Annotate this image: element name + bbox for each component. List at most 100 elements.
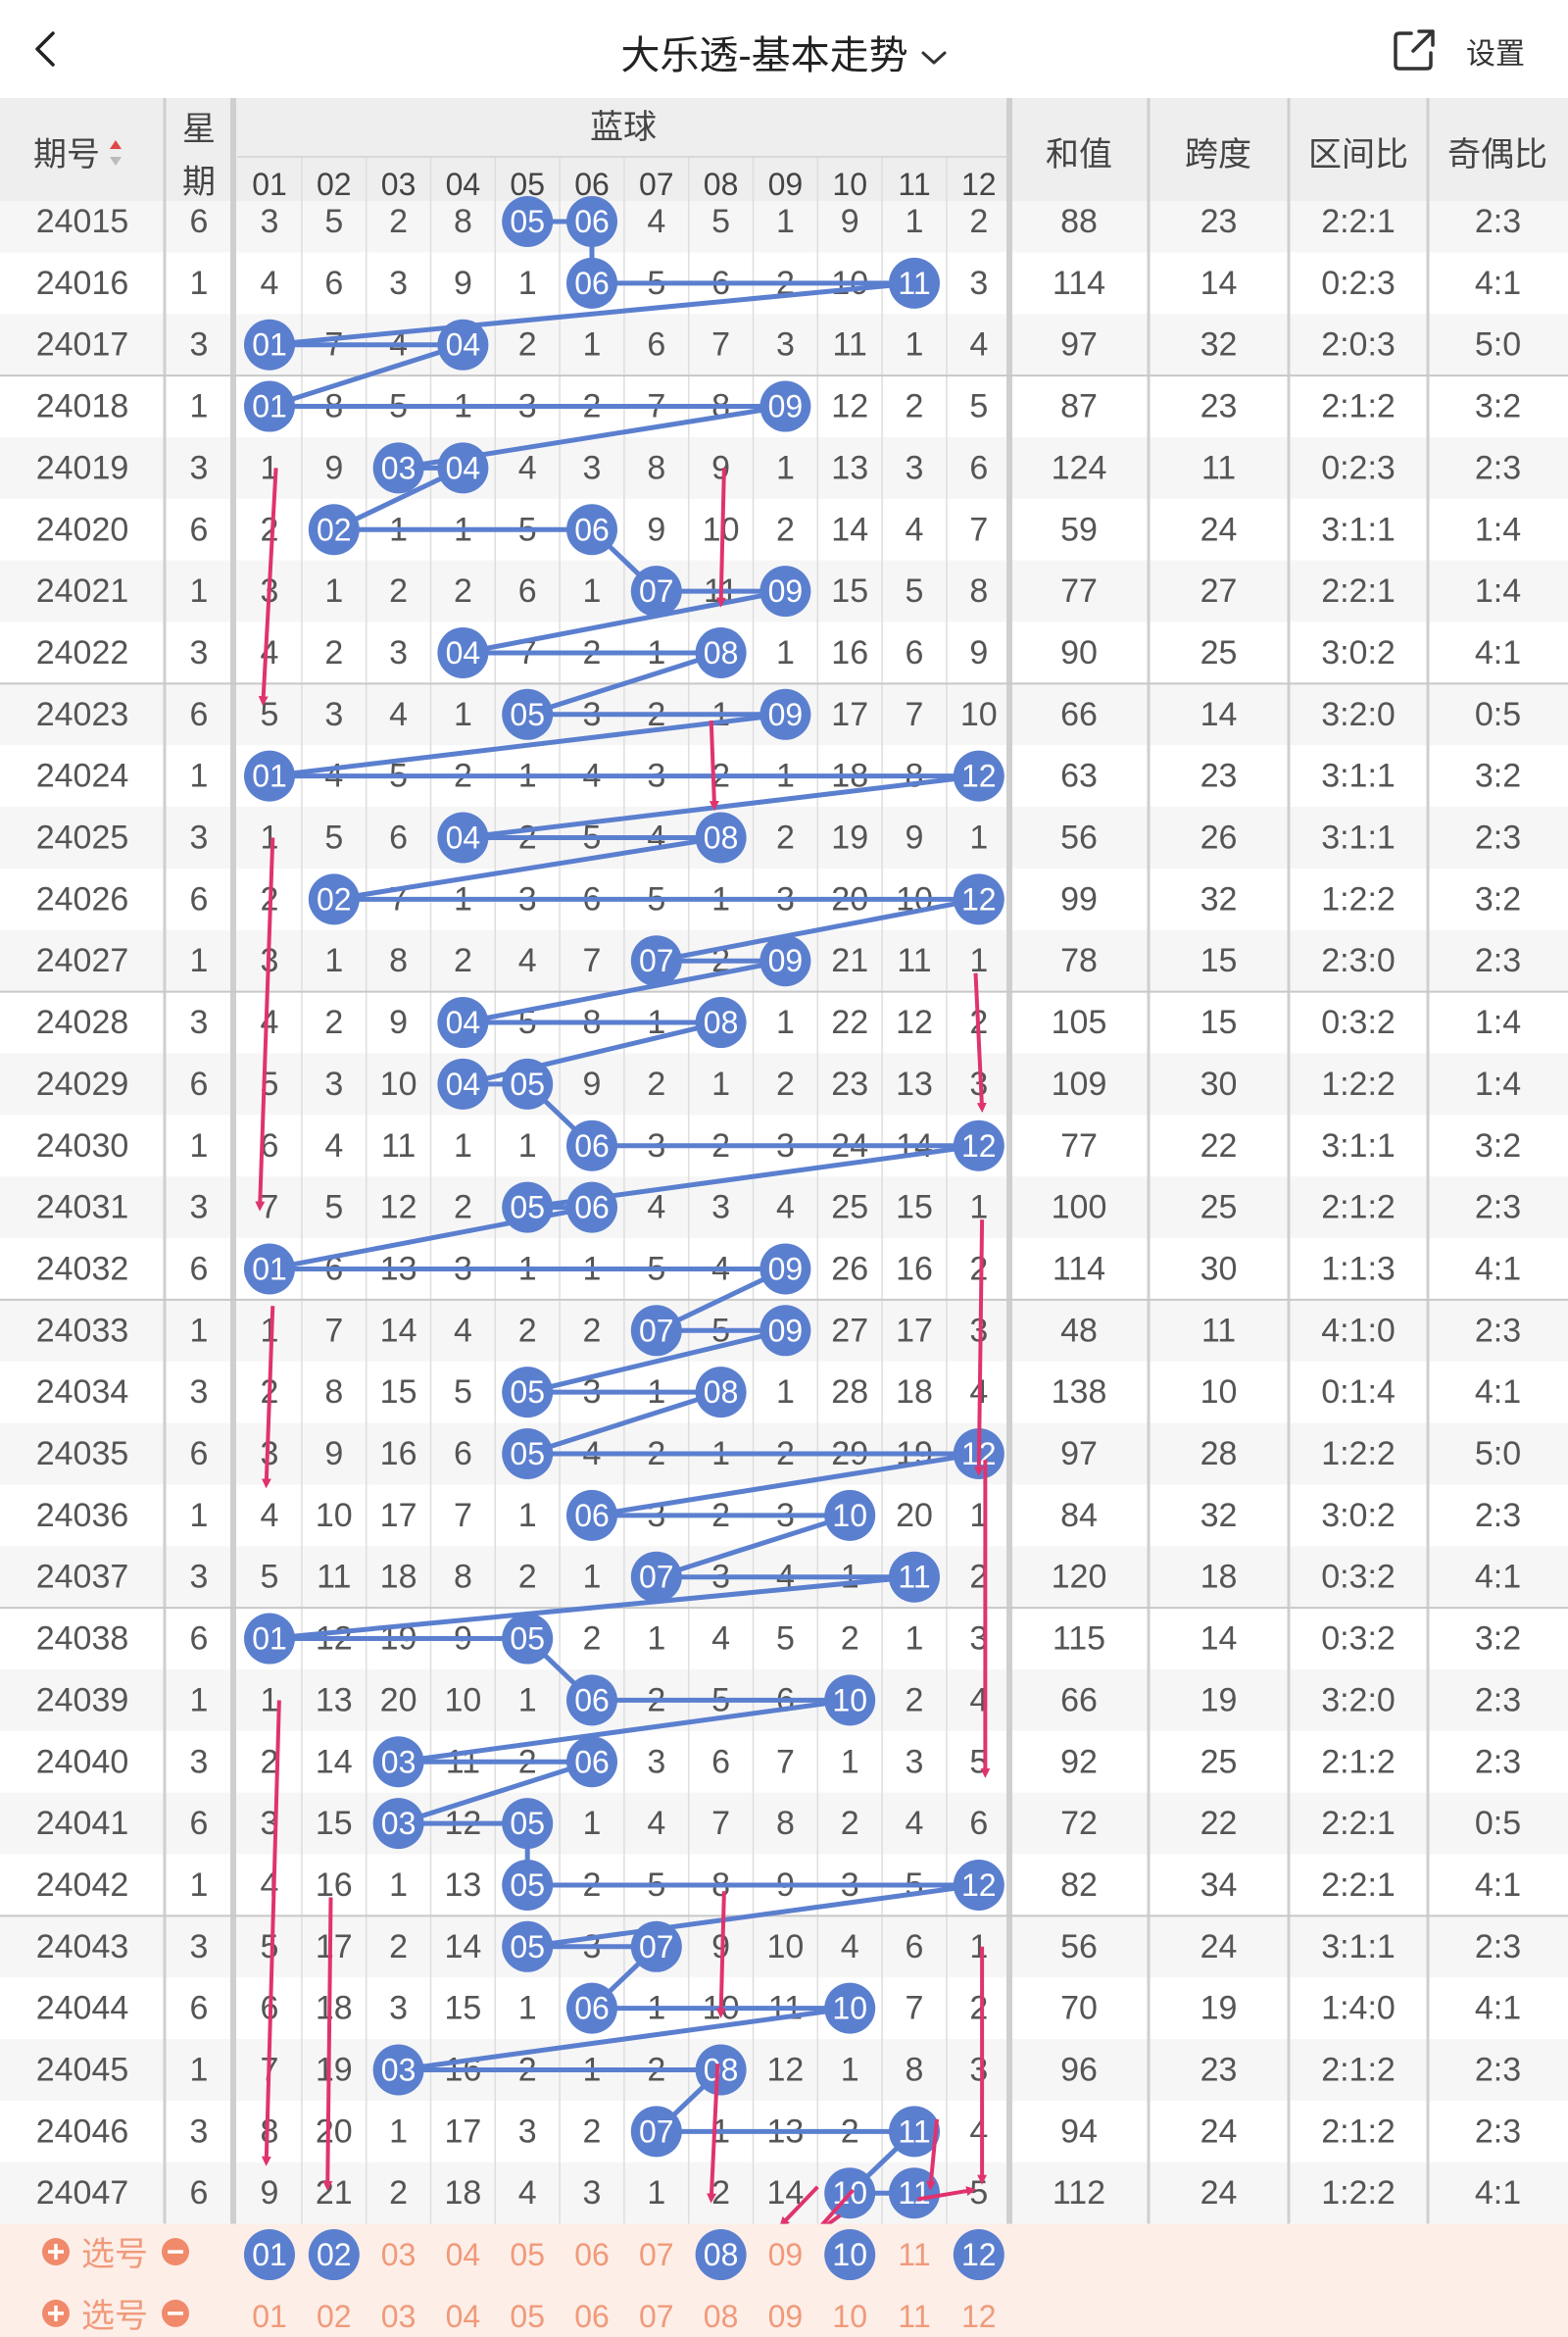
miss-count-cell: 3	[906, 449, 924, 486]
minus-circle-icon[interactable]	[162, 2299, 189, 2327]
miss-count-cell: 13	[316, 1681, 353, 1718]
ball-circle	[695, 1367, 747, 1418]
ball-circle	[889, 2167, 940, 2219]
row-background	[0, 190, 1568, 253]
sum-cell: 99	[1060, 880, 1098, 918]
select-ball-button[interactable]: 02	[317, 2299, 352, 2334]
span-cell: 23	[1200, 203, 1238, 240]
drawn-ball: 02	[308, 873, 360, 925]
weekday-cell: 1	[190, 1497, 209, 1534]
chevron-left-icon[interactable]	[24, 25, 71, 73]
ball-number: 01	[252, 1251, 287, 1286]
select-ball-button[interactable]: 06	[574, 2237, 610, 2272]
drawn-ball: 09	[760, 566, 811, 618]
select-ball-button[interactable]: 11	[898, 2299, 930, 2334]
minus-circle-icon[interactable]	[162, 2238, 189, 2266]
ball-number: 04	[446, 327, 481, 363]
miss-count-cell: 8	[776, 1805, 795, 1842]
miss-count-cell: 1	[324, 942, 343, 979]
select-ball-button[interactable]: 08	[695, 2229, 747, 2281]
ball-circle	[502, 1798, 554, 1850]
issue-number: 24016	[36, 265, 129, 302]
select-ball-button[interactable]: 08	[704, 2299, 739, 2334]
span-cell: 25	[1200, 634, 1238, 671]
drawn-ball: 04	[437, 997, 489, 1049]
settings-button[interactable]: 设置	[1466, 38, 1525, 71]
share-icon[interactable]	[1390, 25, 1439, 75]
ball-circle	[566, 257, 617, 309]
sum-cell: 120	[1052, 1559, 1107, 1596]
ball-circle	[502, 1920, 554, 1972]
span-cell: 27	[1200, 572, 1238, 610]
select-ball-button[interactable]: 06	[574, 2299, 610, 2334]
odd-even-cell: 2:3	[1475, 2113, 1521, 2150]
issue-header[interactable]: 期号	[33, 136, 100, 174]
page-title-dropdown[interactable]: 大乐透-基本走势	[0, 24, 1568, 80]
row-background	[0, 1915, 1568, 1978]
trend-line	[267, 280, 917, 348]
select-ball-button[interactable]: 03	[381, 2299, 416, 2334]
select-ball-button[interactable]: 05	[510, 2237, 545, 2272]
ball-circle	[308, 873, 360, 925]
sum-cell: 48	[1060, 1312, 1098, 1349]
miss-count-cell: 8	[261, 2113, 279, 2150]
select-ball-button[interactable]: 11	[898, 2237, 930, 2272]
ball-column-header: 01	[252, 167, 287, 202]
span-cell: 28	[1200, 1435, 1238, 1472]
ball-circle	[760, 935, 811, 987]
select-ball-button[interactable]: 01	[252, 2299, 287, 2334]
select-ball-button[interactable]: 02	[308, 2229, 360, 2281]
select-ball-button[interactable]: 03	[381, 2237, 416, 2272]
odd-even-cell: 2:3	[1475, 1497, 1521, 1534]
weekday-cell: 6	[190, 696, 209, 733]
miss-count-cell: 1	[261, 1681, 279, 1718]
trend-line	[654, 1513, 853, 1580]
sort-up-icon[interactable]	[110, 140, 122, 149]
ball-circle	[695, 626, 747, 678]
select-ball-button[interactable]: 07	[639, 2299, 674, 2334]
select-ball-button[interactable]: 01	[244, 2229, 295, 2281]
sum-cell: 114	[1053, 1250, 1105, 1287]
select-ball-button[interactable]: 04	[446, 2237, 481, 2272]
miss-count-cell: 9	[324, 1435, 343, 1472]
sort-down-icon[interactable]	[110, 157, 122, 166]
trend-line	[331, 835, 724, 902]
weekday-cell: 3	[190, 1559, 209, 1596]
select-ball-button[interactable]: 09	[768, 2237, 804, 2272]
select-ball-button[interactable]: 12	[961, 2299, 997, 2334]
ball-number: 07	[639, 1560, 674, 1595]
select-ball-button[interactable]: 07	[639, 2237, 674, 2272]
miss-count-cell: 2	[583, 1312, 602, 1349]
odd-even-cell: 4:1	[1475, 1866, 1521, 1904]
select-ball-number: 02	[317, 2299, 352, 2334]
trend-arrow	[261, 1306, 275, 1489]
select-ball-button[interactable]: 10	[832, 2299, 867, 2334]
drawn-ball: 11	[889, 2167, 940, 2219]
ball-circle	[502, 1428, 554, 1479]
select-ball-button[interactable]: 04	[446, 2299, 481, 2334]
miss-count-cell: 3	[969, 265, 988, 302]
select-ball-button[interactable]: 12	[953, 2229, 1004, 2281]
plus-circle-icon[interactable]	[42, 2238, 70, 2266]
odd-even-cell: 1:4	[1475, 1004, 1521, 1041]
select-ball-button[interactable]: 10	[824, 2229, 876, 2281]
miss-count-cell: 6	[906, 634, 924, 671]
miss-count-cell: 2	[969, 203, 988, 240]
miss-count-cell: 1	[583, 1559, 602, 1596]
weekday-cell: 3	[190, 820, 209, 857]
weekday-cell: 3	[190, 1743, 209, 1780]
span-cell: 10	[1200, 1373, 1238, 1411]
trend-arrow	[926, 2118, 940, 2191]
ball-number: 05	[510, 1929, 545, 1964]
ball-circle	[566, 1181, 617, 1233]
sum-cell: 72	[1060, 1805, 1098, 1842]
zone-ratio-cell: 1:2:2	[1321, 2174, 1396, 2212]
issue-number: 24039	[36, 1681, 129, 1718]
select-ball-button[interactable]: 09	[768, 2299, 804, 2334]
drawn-ball: 11	[889, 1551, 940, 1603]
miss-count-cell: 3	[969, 2052, 988, 2089]
plus-circle-icon[interactable]	[42, 2299, 70, 2327]
span-cell: 23	[1200, 388, 1238, 425]
select-ball-button[interactable]: 05	[510, 2299, 545, 2334]
